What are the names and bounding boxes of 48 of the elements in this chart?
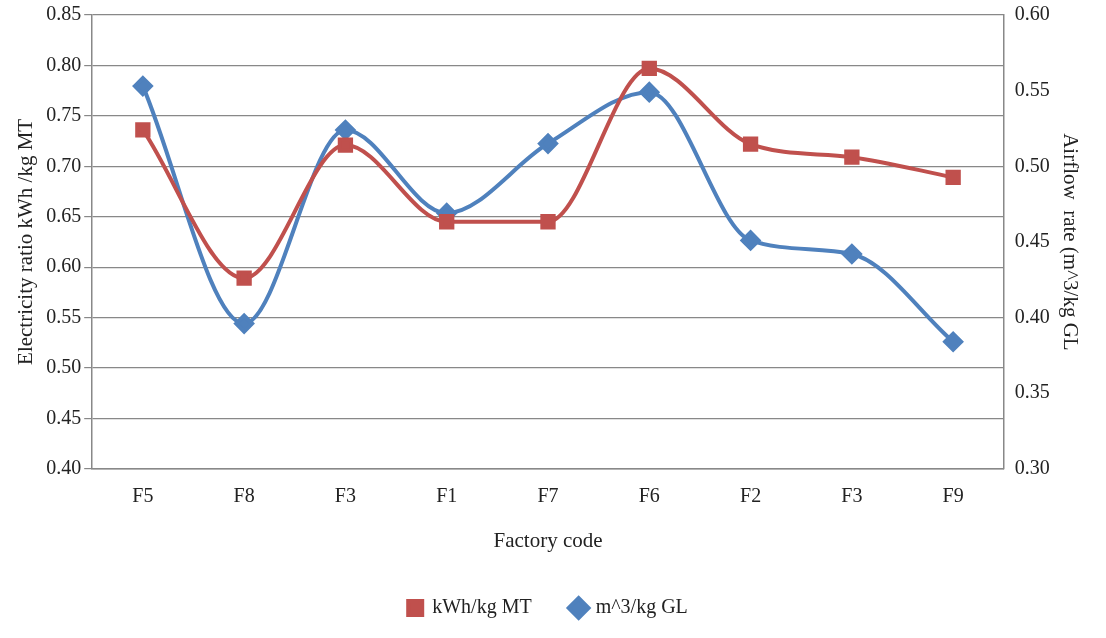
legend-label: m^3/kg GL xyxy=(595,595,688,619)
x-tick-label: F6 xyxy=(638,484,660,507)
x-tick-label: F7 xyxy=(537,484,559,507)
point xyxy=(740,230,761,251)
x-axis-title: Factory code xyxy=(493,527,603,552)
point xyxy=(841,244,862,264)
x-tick-label: F9 xyxy=(942,484,964,507)
x-tick-label: F1 xyxy=(436,484,458,507)
point xyxy=(337,137,354,153)
point xyxy=(844,149,860,165)
x-tick-label: F3 xyxy=(841,484,863,507)
y-tick-label: 0.60 xyxy=(46,254,82,277)
point xyxy=(538,133,558,154)
y2-tick-label: 0.60 xyxy=(1014,2,1050,25)
y-tick-label: 0.75 xyxy=(46,103,82,126)
x-tick-label: F3 xyxy=(334,484,356,507)
x-tick-label: F2 xyxy=(740,484,762,507)
y2-tick-label: 0.45 xyxy=(1014,229,1050,252)
y2-tick-label: 0.40 xyxy=(1014,304,1050,327)
point xyxy=(639,82,660,103)
y2-tick-label: 0.50 xyxy=(1014,153,1050,176)
point xyxy=(943,331,964,352)
x-tick-label: F8 xyxy=(233,484,255,507)
point xyxy=(540,214,556,230)
y-tick-label: 0.70 xyxy=(46,153,82,176)
y2-tick-label: 0.30 xyxy=(1014,456,1050,479)
y-tick-label: 0.45 xyxy=(46,405,82,428)
y-tick-label: 0.80 xyxy=(46,52,82,75)
point xyxy=(641,60,657,77)
point xyxy=(234,313,255,334)
point xyxy=(742,136,759,152)
y2-tick-label: 0.35 xyxy=(1014,380,1050,403)
y-tick-label: 0.50 xyxy=(46,355,82,378)
point xyxy=(335,119,356,140)
y-tick-label: 0.85 xyxy=(46,2,82,25)
point xyxy=(945,169,961,186)
point xyxy=(135,122,151,138)
x-tick-label: F5 xyxy=(132,484,154,507)
y-tick-label: 0.40 xyxy=(46,456,82,479)
y2-axis-title: Airflow rate (m^3/kg GL xyxy=(1058,133,1083,351)
point xyxy=(132,76,153,97)
legend-label: kWh/kg MT xyxy=(432,595,532,619)
y-tick-label: 0.65 xyxy=(46,203,82,226)
y-tick-label: 0.55 xyxy=(46,304,82,327)
y-axis-title: Electricity ratio kWh /kg MT xyxy=(13,118,38,365)
point xyxy=(439,214,455,230)
y2-tick-label: 0.55 xyxy=(1014,77,1050,100)
point xyxy=(236,270,252,286)
